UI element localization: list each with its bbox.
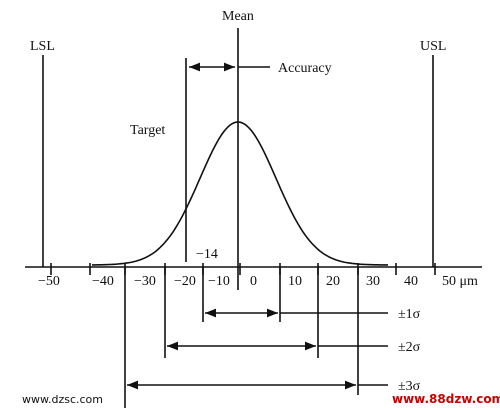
tick-label: −50 — [38, 274, 60, 289]
tick-label: 10 — [288, 274, 302, 289]
tick-label: 30 — [366, 274, 380, 289]
lsl-label: LSL — [30, 39, 55, 54]
tick-label: −10 — [208, 274, 230, 289]
tick-label: −20 — [174, 274, 196, 289]
normal-curve — [92, 121, 388, 266]
watermark: www.88dzw.com — [392, 392, 500, 406]
target-label: Target — [130, 123, 165, 138]
lines — [25, 28, 482, 408]
usl-label: USL — [420, 39, 446, 54]
mean-label: Mean — [222, 9, 254, 24]
tick-label: 40 — [404, 274, 418, 289]
sigma-label: ±1σ — [398, 307, 421, 322]
tick-label: 0 — [250, 274, 257, 289]
tick-label: 50 μm — [442, 274, 478, 289]
watermark: www.dzsc.com — [22, 393, 103, 406]
accuracy-label: Accuracy — [278, 61, 332, 76]
sigma-label: ±2σ — [398, 340, 421, 355]
tick-label: 20 — [326, 274, 340, 289]
tick-label: −30 — [134, 274, 156, 289]
offset-label: −14 — [196, 247, 218, 262]
tick-label: −40 — [92, 274, 114, 289]
sigma-label: ±3σ — [398, 379, 421, 394]
